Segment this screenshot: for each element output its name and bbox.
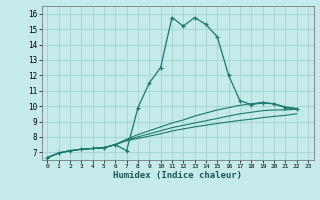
- X-axis label: Humidex (Indice chaleur): Humidex (Indice chaleur): [113, 171, 242, 180]
